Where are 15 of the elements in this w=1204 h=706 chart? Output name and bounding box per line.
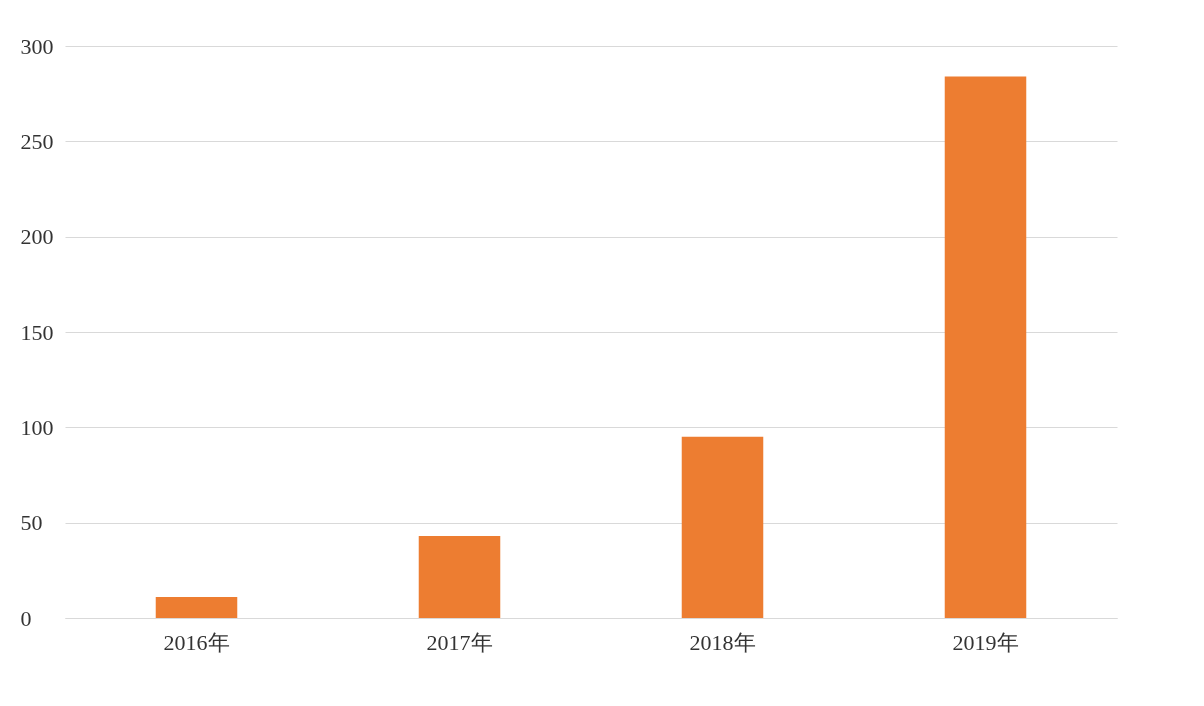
- y-tick-label: 50: [20, 510, 43, 536]
- bar: [681, 436, 764, 618]
- bar: [418, 536, 501, 618]
- y-tick-label: 0: [20, 605, 32, 631]
- x-tick-label: 2016年: [163, 629, 230, 655]
- bar: [944, 76, 1027, 618]
- y-tick-label: 200: [20, 224, 54, 250]
- y-tick-label: 300: [20, 33, 54, 59]
- x-tick-label: 2017年: [426, 629, 493, 655]
- x-tick-label: 2019年: [952, 629, 1019, 655]
- y-tick-label: 150: [20, 319, 54, 345]
- bar: [155, 597, 238, 618]
- y-tick-label: 100: [20, 414, 54, 440]
- y-tick-label: 250: [20, 128, 54, 154]
- x-tick-label: 2018年: [689, 629, 756, 655]
